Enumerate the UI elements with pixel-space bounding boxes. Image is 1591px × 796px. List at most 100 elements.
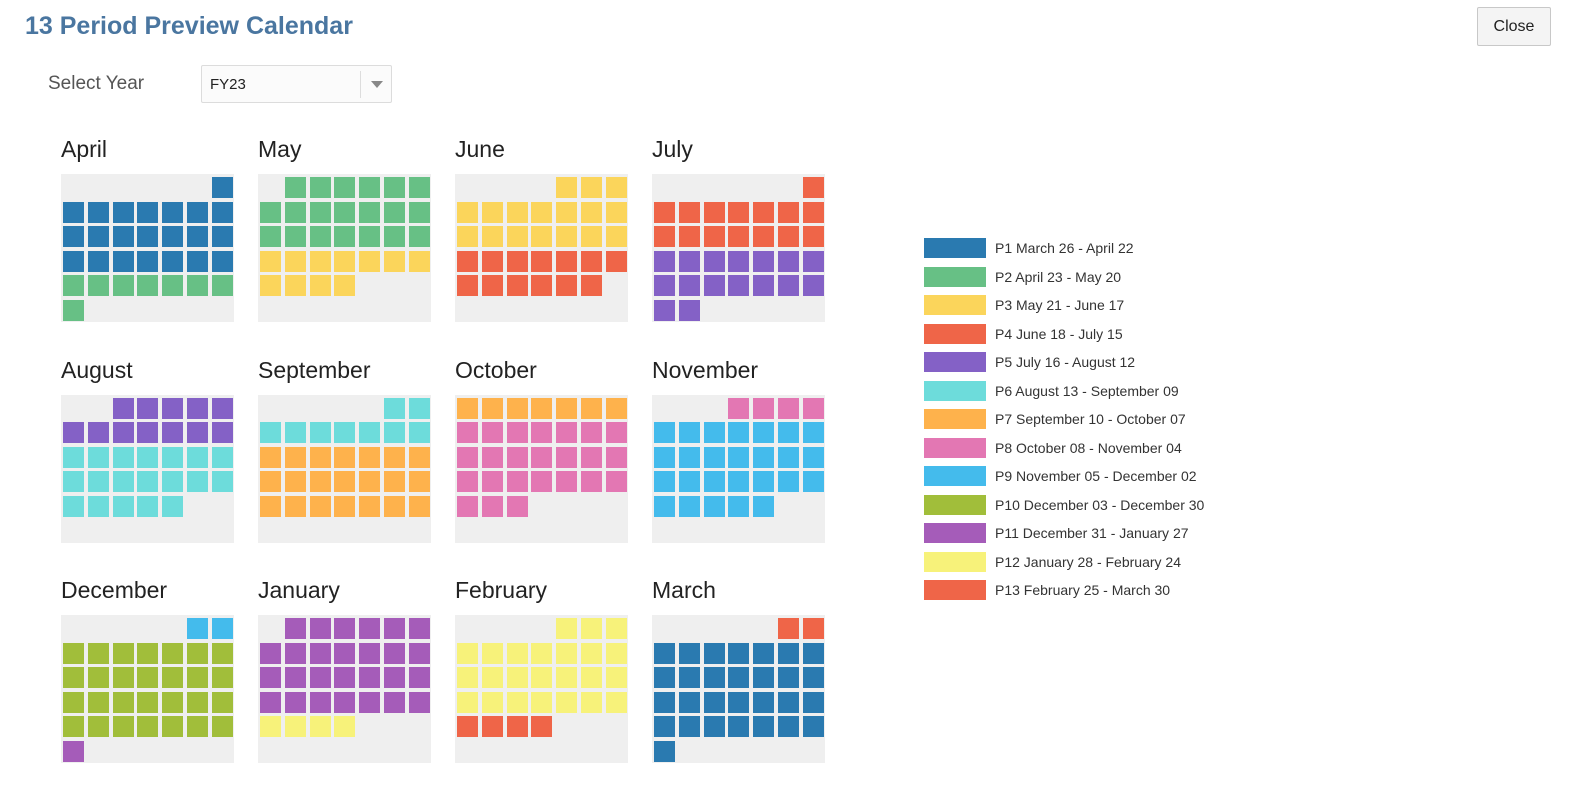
day-cell-p8 <box>481 422 503 443</box>
day-cell-p4 <box>605 250 627 272</box>
day-cell-p5 <box>162 397 184 419</box>
month-grid <box>652 174 825 322</box>
day-cell-p1 <box>678 716 700 737</box>
day-cell-p1 <box>87 250 109 272</box>
day-cell-p3 <box>605 177 627 198</box>
day-cell-p5 <box>137 422 159 443</box>
day-cell-p7 <box>408 495 430 517</box>
day-cell-p2 <box>137 275 159 296</box>
month-august: August <box>61 357 234 543</box>
day-cell-p1 <box>211 201 233 223</box>
day-cell-p9 <box>753 495 775 517</box>
day-cell-p4 <box>556 275 578 296</box>
day-cell-p13 <box>802 618 824 639</box>
legend-label: P9 November 05 - December 02 <box>995 468 1197 484</box>
day-cell-p10 <box>63 667 84 688</box>
day-cell-p5 <box>654 275 675 296</box>
day-cell-p8 <box>556 471 578 492</box>
day-cell-p5 <box>678 250 700 272</box>
month-may: May <box>258 136 431 322</box>
day-cell-p4 <box>457 275 478 296</box>
day-cell-p12 <box>457 667 478 688</box>
day-cell-p2 <box>334 177 356 198</box>
day-cell-p11 <box>309 642 331 664</box>
day-cell-p7 <box>260 471 281 492</box>
day-cell-p6 <box>408 422 430 443</box>
day-cell-p4 <box>531 275 553 296</box>
day-cell-p2 <box>334 226 356 247</box>
day-cell-p1 <box>112 250 134 272</box>
year-select[interactable]: FY23 <box>201 65 392 103</box>
day-cell-p6 <box>112 471 134 492</box>
day-cell-p1 <box>112 226 134 247</box>
day-cell-p5 <box>778 250 799 272</box>
day-cell-p1 <box>728 667 750 688</box>
day-cell-p1 <box>87 226 109 247</box>
day-cell-p11 <box>260 691 281 713</box>
day-cell-p10 <box>87 667 109 688</box>
legend-label: P11 December 31 - January 27 <box>995 525 1189 541</box>
day-cell-p4 <box>556 250 578 272</box>
month-name: October <box>455 356 537 383</box>
month-october: October <box>455 357 628 543</box>
day-cell-p1 <box>187 250 208 272</box>
day-cell-p1 <box>753 716 775 737</box>
day-cell-p1 <box>753 642 775 664</box>
day-cell-p7 <box>260 446 281 468</box>
day-cell-p7 <box>334 471 356 492</box>
day-cell-p10 <box>137 667 159 688</box>
day-cell-p2 <box>359 177 381 198</box>
day-cell-p4 <box>678 201 700 223</box>
day-cell-p5 <box>654 250 675 272</box>
close-button[interactable]: Close <box>1477 7 1551 46</box>
month-grid <box>652 615 825 763</box>
month-december: December <box>61 577 234 763</box>
day-cell-p12 <box>581 667 602 688</box>
day-cell-p6 <box>211 446 233 468</box>
day-cell-p1 <box>654 667 675 688</box>
day-cell-p2 <box>408 226 430 247</box>
month-june: June <box>455 136 628 322</box>
day-cell-p2 <box>284 226 306 247</box>
day-cell-p2 <box>408 201 430 223</box>
day-cell-p6 <box>359 422 381 443</box>
day-cell-p8 <box>506 471 528 492</box>
day-cell-p6 <box>162 471 184 492</box>
day-cell-p7 <box>581 397 602 419</box>
day-cell-p10 <box>63 642 84 664</box>
day-cell-p11 <box>284 667 306 688</box>
day-cell-p11 <box>260 667 281 688</box>
day-cell-p10 <box>137 716 159 737</box>
chevron-down-icon[interactable] <box>371 81 383 88</box>
day-cell-p1 <box>778 667 799 688</box>
day-cell-p1 <box>728 716 750 737</box>
day-cell-p3 <box>284 275 306 296</box>
day-cell-p8 <box>605 471 627 492</box>
day-cell-p12 <box>531 667 553 688</box>
day-cell-p9 <box>678 495 700 517</box>
day-cell-p4 <box>778 201 799 223</box>
year-select-value: FY23 <box>210 76 246 93</box>
day-cell-p8 <box>457 471 478 492</box>
day-cell-p8 <box>531 446 553 468</box>
day-cell-p5 <box>753 275 775 296</box>
day-cell-p7 <box>556 397 578 419</box>
day-cell-p1 <box>87 201 109 223</box>
day-cell-p11 <box>309 618 331 639</box>
month-name: January <box>258 577 340 603</box>
day-cell-p12 <box>581 642 602 664</box>
day-cell-p9 <box>678 422 700 443</box>
day-cell-p2 <box>384 226 405 247</box>
day-cell-p3 <box>556 226 578 247</box>
day-cell-p1 <box>63 250 84 272</box>
day-cell-p6 <box>112 446 134 468</box>
day-cell-p7 <box>506 397 528 419</box>
day-cell-p9 <box>703 495 725 517</box>
day-cell-p4 <box>778 226 799 247</box>
day-cell-p2 <box>309 201 331 223</box>
day-cell-p6 <box>187 471 208 492</box>
month-february: February <box>455 577 628 763</box>
month-grid <box>61 394 234 543</box>
day-cell-p1 <box>703 691 725 713</box>
legend-swatch <box>924 466 986 486</box>
